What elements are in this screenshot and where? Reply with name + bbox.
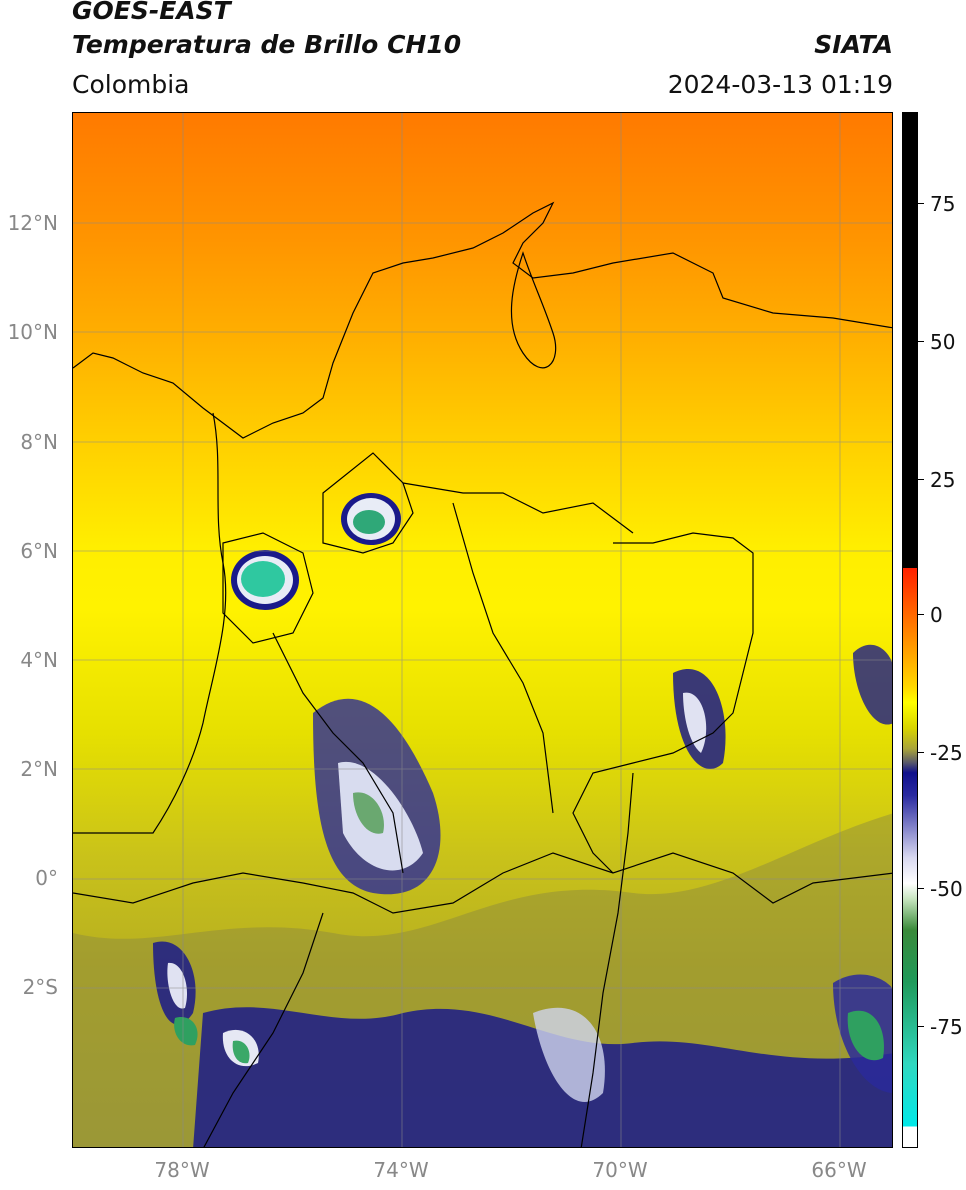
lon-tick-66w: 66°W [811, 1158, 867, 1182]
colorbar-label-0: 0 [930, 603, 943, 627]
colorbar-tick [918, 203, 924, 204]
lat-tick-2n: 2°N [20, 757, 58, 781]
colorbar-label-25: 25 [930, 468, 956, 492]
lat-tick-4n: 4°N [20, 648, 58, 672]
lat-tick-0: 0° [35, 866, 58, 890]
lon-tick-74w: 74°W [373, 1158, 429, 1182]
colorbar-label-75: 75 [930, 192, 956, 216]
map-overlay [73, 113, 892, 1147]
colorbar-tick [918, 341, 924, 342]
colorbar-label-50: 50 [930, 330, 956, 354]
brand-label: SIATA [814, 30, 893, 59]
colorbar-tick [918, 752, 924, 753]
title-satellite: GOES-EAST [72, 0, 231, 25]
colorbar-label-neg25: -25 [930, 741, 963, 765]
colorbar-tick [918, 888, 924, 889]
borders [73, 201, 892, 1147]
region-label: Colombia [72, 70, 190, 99]
cloud-field [73, 644, 892, 1147]
lat-tick-12n: 12°N [7, 211, 58, 235]
colorbar-tick [918, 1026, 924, 1027]
lat-tick-2s: 2°S [22, 975, 58, 999]
lat-tick-6n: 6°N [20, 539, 58, 563]
lat-tick-8n: 8°N [20, 430, 58, 454]
colorbar-label-neg50: -50 [930, 877, 963, 901]
lon-tick-70w: 70°W [592, 1158, 648, 1182]
colorbar-tick [918, 614, 924, 615]
graticule [73, 113, 892, 1147]
colorbar [902, 112, 918, 1148]
colorbar-tick [918, 479, 924, 480]
title-product: Temperatura de Brillo CH10 [72, 30, 462, 59]
lon-tick-78w: 78°W [154, 1158, 210, 1182]
timestamp-label: 2024-03-13 01:19 [667, 70, 893, 99]
convective-cells [231, 493, 401, 610]
colorbar-label-neg75: -75 [930, 1015, 963, 1039]
lat-tick-10n: 10°N [7, 320, 58, 344]
satellite-map[interactable] [72, 112, 893, 1148]
